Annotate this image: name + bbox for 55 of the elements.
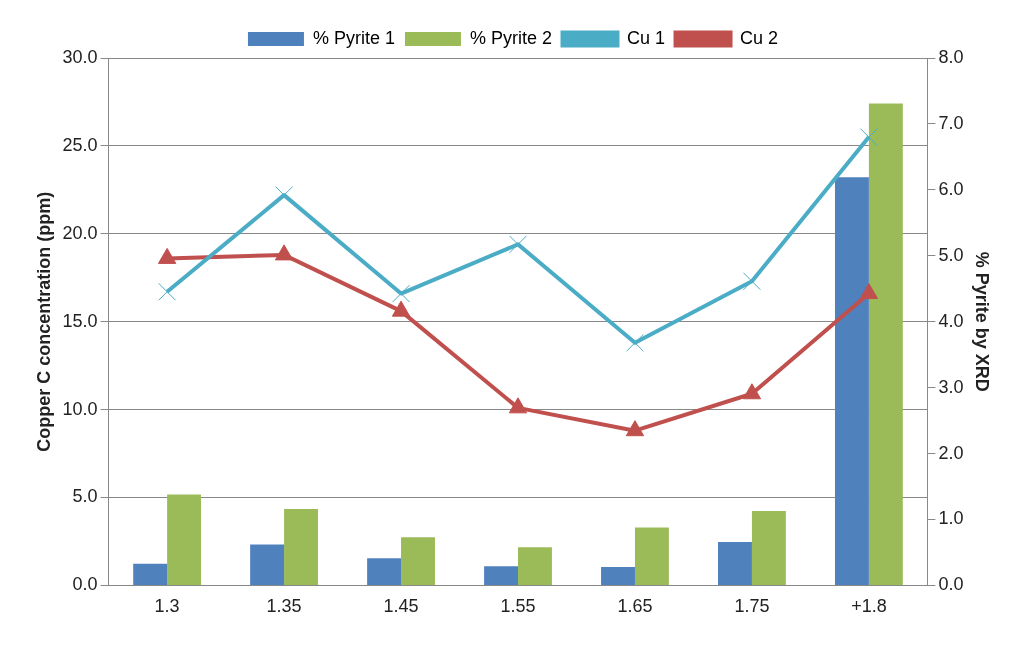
bar <box>634 527 669 585</box>
bar <box>868 103 903 585</box>
y-tick-label: 5.0 <box>72 486 98 507</box>
bar <box>518 547 552 585</box>
bar <box>484 566 519 585</box>
legend-label: Cu 1 <box>627 27 666 48</box>
x-tick-label: 1.35 <box>266 596 302 617</box>
y-tick-label: 0.0 <box>72 574 98 595</box>
x-tick-label: +1.8 <box>851 596 887 617</box>
legend-label: % Pyrite 2 <box>469 27 553 48</box>
y2-tick-label: 1.0 <box>938 508 964 529</box>
y2-tick-label: 8.0 <box>938 46 964 67</box>
y-tick-label: 20.0 <box>62 222 98 243</box>
bar <box>133 563 168 585</box>
y-axis-title: Copper C concentration (ppm) <box>33 191 54 452</box>
bar <box>367 558 402 585</box>
bar <box>834 177 869 585</box>
y2-tick-label: 4.0 <box>938 310 964 331</box>
x-tick-label: 1.55 <box>500 596 536 617</box>
bar <box>601 566 635 585</box>
x-tick-label: 1.45 <box>383 596 419 617</box>
point <box>274 244 294 261</box>
y-tick-label: 10.0 <box>62 398 98 419</box>
y-tick-label: 30.0 <box>62 46 98 67</box>
bar <box>401 537 435 585</box>
y2-tick-label: 5.0 <box>938 244 964 265</box>
y2-tick-label: 2.0 <box>938 442 964 463</box>
bar <box>250 544 285 585</box>
bar <box>751 510 786 585</box>
bar <box>718 541 752 585</box>
point <box>625 333 644 352</box>
y2-tick-label: 7.0 <box>938 112 964 133</box>
point <box>742 383 762 400</box>
point <box>158 282 177 301</box>
y-tick-label: 15.0 <box>62 310 98 331</box>
bar <box>167 494 202 585</box>
point <box>742 272 761 291</box>
point <box>625 420 645 437</box>
x-tick-label: 1.3 <box>154 596 180 617</box>
point <box>859 283 879 300</box>
point <box>391 300 411 317</box>
point <box>508 397 528 414</box>
point <box>392 284 411 303</box>
legend-label: Cu 2 <box>740 27 779 48</box>
y-tick-label: 25.0 <box>62 134 98 155</box>
y2-tick-label: 6.0 <box>938 178 964 199</box>
point <box>859 128 878 147</box>
y2-tick-label: 0.0 <box>938 574 964 595</box>
bar <box>284 508 318 585</box>
x-tick-label: 1.75 <box>734 596 770 617</box>
x-tick-label: 1.65 <box>617 596 653 617</box>
y2-axis-title: % Pyrite by XRD <box>972 251 993 392</box>
y2-tick-label: 3.0 <box>938 376 964 397</box>
point <box>509 235 527 254</box>
legend-label: % Pyrite 1 <box>312 27 395 48</box>
